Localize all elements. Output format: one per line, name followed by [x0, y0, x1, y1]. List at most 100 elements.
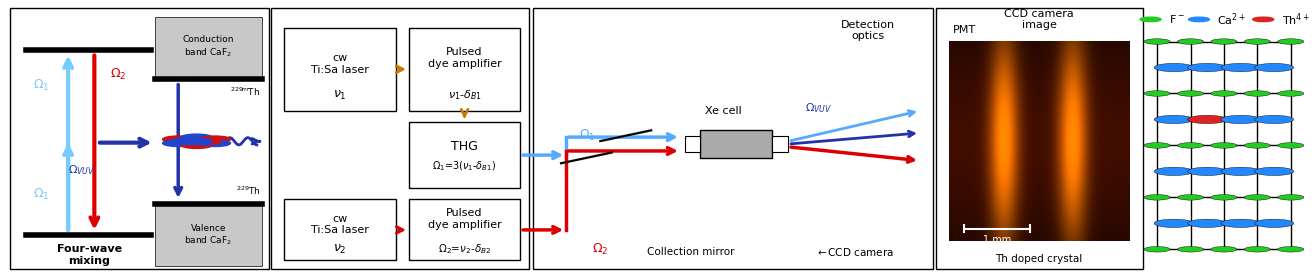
Circle shape: [1144, 247, 1170, 252]
Circle shape: [1154, 219, 1194, 227]
Bar: [409, 122, 520, 188]
Bar: [409, 199, 520, 260]
Bar: [772, 137, 788, 152]
Circle shape: [182, 138, 212, 145]
Text: PMT: PMT: [953, 25, 975, 35]
Circle shape: [1211, 195, 1237, 200]
Text: CCD camera
image: CCD camera image: [1004, 9, 1074, 30]
Circle shape: [1221, 63, 1261, 72]
Circle shape: [1221, 219, 1261, 227]
Bar: [533, 8, 933, 269]
Text: $\nu_1$-$\delta_{B1}$: $\nu_1$-$\delta_{B1}$: [447, 89, 482, 102]
Text: Xe cell: Xe cell: [705, 106, 742, 116]
Text: $^{229}$Th: $^{229}$Th: [236, 184, 261, 197]
Circle shape: [1178, 195, 1204, 200]
Circle shape: [1154, 167, 1194, 176]
Circle shape: [1254, 63, 1294, 72]
Text: $\Omega_1$: $\Omega_1$: [579, 128, 596, 143]
Circle shape: [199, 136, 230, 143]
Circle shape: [1144, 91, 1170, 96]
Circle shape: [1254, 219, 1294, 227]
Circle shape: [1211, 39, 1237, 44]
Bar: [11, 8, 268, 269]
Circle shape: [1178, 247, 1204, 252]
Circle shape: [1221, 115, 1261, 124]
Circle shape: [182, 134, 212, 141]
Text: $\nu_2$: $\nu_2$: [333, 243, 347, 256]
Bar: [409, 28, 520, 111]
Circle shape: [1244, 195, 1270, 200]
Text: $\Omega_1$: $\Omega_1$: [33, 78, 49, 93]
Circle shape: [1187, 167, 1227, 176]
Text: Detection
optics: Detection optics: [841, 20, 895, 41]
Circle shape: [1244, 39, 1270, 44]
Text: $\Omega_1$: $\Omega_1$: [33, 187, 49, 202]
Circle shape: [163, 140, 193, 147]
Circle shape: [1278, 39, 1304, 44]
Text: Th doped crystal: Th doped crystal: [995, 254, 1083, 264]
Circle shape: [1278, 247, 1304, 252]
Bar: [937, 47, 970, 75]
Text: $\Omega_{VUV}$: $\Omega_{VUV}$: [67, 163, 95, 177]
Circle shape: [1253, 17, 1274, 22]
Circle shape: [1178, 91, 1204, 96]
Text: $^{229m}$Th: $^{229m}$Th: [230, 86, 261, 98]
Text: $\Omega_2$: $\Omega_2$: [592, 242, 608, 257]
Circle shape: [1244, 247, 1270, 252]
Text: Th$^{4+}$: Th$^{4+}$: [1282, 11, 1309, 28]
Circle shape: [1278, 195, 1304, 200]
Circle shape: [1140, 17, 1161, 22]
Text: Valence
band CaF$_2$: Valence band CaF$_2$: [184, 224, 233, 247]
Text: $\Omega_2$=$\nu_2$-$\delta_{B2}$: $\Omega_2$=$\nu_2$-$\delta_{B2}$: [438, 242, 491, 256]
Text: F$^-$: F$^-$: [1169, 13, 1184, 25]
Circle shape: [1144, 195, 1170, 200]
Text: $\Omega_1$=3($\nu_1$-$\delta_{B1}$): $\Omega_1$=3($\nu_1$-$\delta_{B1}$): [433, 159, 496, 173]
Text: Pulsed
dye amplifier: Pulsed dye amplifier: [428, 208, 501, 230]
Bar: [271, 8, 529, 269]
Bar: [684, 137, 700, 152]
Circle shape: [1187, 219, 1227, 227]
Circle shape: [1211, 91, 1237, 96]
Circle shape: [1144, 143, 1170, 148]
Text: 1 mm: 1 mm: [983, 235, 1011, 245]
Circle shape: [1244, 143, 1270, 148]
Text: THG: THG: [451, 140, 478, 153]
Circle shape: [1278, 91, 1304, 96]
Text: $\leftarrow$CCD camera: $\leftarrow$CCD camera: [815, 246, 894, 258]
Text: Pulsed
dye amplifier: Pulsed dye amplifier: [428, 47, 501, 69]
Circle shape: [1211, 247, 1237, 252]
Text: $\Omega_{VUV}$: $\Omega_{VUV}$: [804, 101, 832, 115]
Circle shape: [1178, 143, 1204, 148]
Text: Collection mirror: Collection mirror: [647, 247, 734, 257]
Bar: [936, 8, 1142, 269]
Circle shape: [190, 138, 221, 145]
Text: $\Omega_2$: $\Omega_2$: [109, 67, 126, 82]
Circle shape: [199, 140, 230, 147]
Circle shape: [1188, 17, 1209, 22]
Circle shape: [1154, 115, 1194, 124]
Text: $\nu_1$: $\nu_1$: [333, 89, 347, 102]
Circle shape: [1278, 143, 1304, 148]
Text: Conduction
band CaF$_2$: Conduction band CaF$_2$: [183, 35, 234, 59]
Circle shape: [1244, 91, 1270, 96]
Bar: [970, 53, 983, 69]
Circle shape: [163, 136, 193, 143]
Circle shape: [182, 142, 212, 148]
Circle shape: [1187, 115, 1227, 124]
Circle shape: [1187, 63, 1227, 72]
Text: cw
Ti:Sa laser: cw Ti:Sa laser: [311, 53, 368, 75]
Circle shape: [1254, 167, 1294, 176]
Bar: [284, 28, 396, 111]
Circle shape: [1221, 167, 1261, 176]
Text: Four-wave
mixing: Four-wave mixing: [57, 244, 121, 266]
Text: Ca$^{2+}$: Ca$^{2+}$: [1217, 11, 1246, 28]
Circle shape: [1178, 39, 1204, 44]
Bar: [154, 205, 262, 266]
Circle shape: [172, 138, 203, 145]
Circle shape: [1144, 39, 1170, 44]
Circle shape: [1154, 63, 1194, 72]
Bar: [700, 130, 772, 158]
Bar: [284, 199, 396, 260]
Circle shape: [1211, 143, 1237, 148]
Text: cw
Ti:Sa laser: cw Ti:Sa laser: [311, 214, 368, 235]
